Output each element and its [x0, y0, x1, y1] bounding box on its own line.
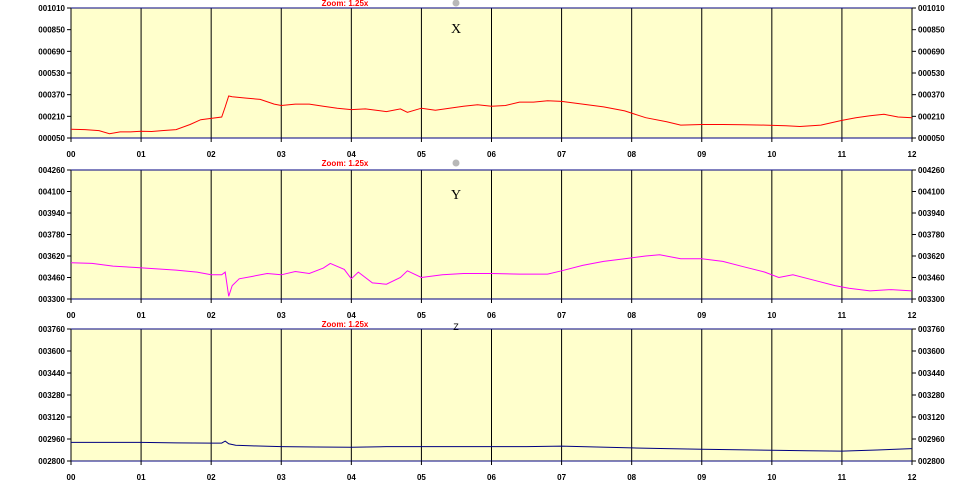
x-tick-label: 03: [277, 150, 286, 159]
y-tick-label-right: 000050: [918, 134, 945, 143]
x-tick-label: 12: [908, 473, 917, 482]
y-tick-label-right: 003600: [918, 347, 945, 356]
x-tick-label: 06: [487, 150, 496, 159]
y-tick-label-left: 004100: [38, 188, 65, 197]
y-tick-label-left: 003300: [38, 295, 65, 304]
y-tick-label-right: 003460: [918, 274, 945, 283]
marker-dot: [452, 0, 460, 7]
y-tick-label-left: 000690: [38, 47, 65, 56]
y-tick-label-left: 003600: [38, 347, 65, 356]
x-tick-label: 03: [277, 473, 286, 482]
series-line-z: [71, 440, 913, 452]
x-tick-label: 00: [67, 150, 76, 159]
x-tick-label: 11: [838, 311, 847, 320]
y-tick-label-right: 003440: [918, 369, 945, 378]
y-tick-label-left: 003760: [38, 325, 65, 334]
y-tick-label-left: 000370: [38, 91, 65, 100]
y-tick-label-right: 002800: [918, 457, 945, 466]
y-tick-label-left: 003120: [38, 413, 65, 422]
y-tick-label-right: 003120: [918, 413, 945, 422]
x-tick-label: 02: [207, 150, 216, 159]
y-tick-label-right: 004260: [918, 166, 945, 175]
y-tick-label-right: 003940: [918, 209, 945, 218]
x-tick-label: 04: [347, 473, 356, 482]
zoom-label: Zoom: 1.25x: [322, 0, 369, 8]
x-tick-label: 09: [697, 311, 706, 320]
y-tick-label-left: 001010: [38, 4, 65, 13]
x-tick-label: 03: [277, 311, 286, 320]
y-tick-label-right: 001010: [918, 4, 945, 13]
x-tick-label: 06: [487, 473, 496, 482]
x-tick-label: 08: [627, 311, 636, 320]
x-tick-label: 05: [417, 150, 426, 159]
chart-title: Y: [451, 188, 461, 203]
x-tick-label: 02: [207, 473, 216, 482]
y-tick-label-right: 004100: [918, 188, 945, 197]
y-tick-label-left: 000050: [38, 134, 65, 143]
y-tick-label-right: 000690: [918, 47, 945, 56]
zoom-label: Zoom: 1.25x: [322, 159, 369, 168]
chart-title: X: [451, 22, 461, 37]
x-tick-label: 12: [908, 150, 917, 159]
y-tick-label-left: 003780: [38, 231, 65, 240]
x-tick-label: 04: [347, 311, 356, 320]
chart-panel-z: 003760 003760 003600 003600 003440 003440 0032…: [38, 320, 945, 482]
y-tick-label-right: 003760: [918, 325, 945, 334]
x-tick-label: 04: [347, 150, 356, 159]
x-tick-label: 08: [627, 150, 636, 159]
zoom-label: Zoom: 1.25x: [322, 320, 369, 329]
y-tick-label-left: 004260: [38, 166, 65, 175]
y-tick-label-left: 002800: [38, 457, 65, 466]
y-tick-label-left: 002960: [38, 435, 65, 444]
y-tick-label-left: 000850: [38, 26, 65, 35]
y-tick-label-left: 003460: [38, 274, 65, 283]
y-tick-label-left: 003280: [38, 391, 65, 400]
chart-panel-y: 004260 004260 004100 004100 003940 003940 0037…: [38, 159, 945, 320]
y-tick-label-right: 003300: [918, 295, 945, 304]
y-tick-label-right: 002960: [918, 435, 945, 444]
x-tick-label: 10: [767, 311, 776, 320]
series-line-x: [70, 95, 913, 135]
y-tick-label-right: 003780: [918, 231, 945, 240]
y-tick-label-left: 000530: [38, 69, 65, 78]
x-tick-label: 05: [417, 311, 426, 320]
y-tick-label-right: 003620: [918, 252, 945, 261]
x-tick-label: 09: [697, 150, 706, 159]
chart-title: Z: [453, 322, 459, 332]
x-tick-label: 00: [67, 473, 76, 482]
y-tick-label-right: 003280: [918, 391, 945, 400]
y-tick-label-right: 000850: [918, 26, 945, 35]
x-tick-label: 11: [838, 150, 847, 159]
y-tick-label-left: 003440: [38, 369, 65, 378]
y-tick-label-left: 003940: [38, 209, 65, 218]
x-tick-label: 08: [627, 473, 636, 482]
x-tick-label: 10: [767, 473, 776, 482]
x-tick-label: 07: [557, 311, 566, 320]
y-tick-label-right: 000210: [918, 112, 945, 121]
x-tick-label: 10: [767, 150, 776, 159]
x-tick-label: 12: [908, 311, 917, 320]
marker-dot: [452, 159, 460, 167]
series-line-y: [70, 254, 913, 297]
x-tick-label: 01: [137, 473, 146, 482]
x-tick-label: 02: [207, 311, 216, 320]
x-tick-label: 01: [137, 150, 146, 159]
x-tick-label: 11: [838, 473, 847, 482]
y-tick-label-right: 000370: [918, 91, 945, 100]
x-tick-label: 05: [417, 473, 426, 482]
x-tick-label: 09: [697, 473, 706, 482]
x-tick-label: 01: [137, 311, 146, 320]
x-tick-label: 07: [557, 150, 566, 159]
y-tick-label-left: 003620: [38, 252, 65, 261]
x-tick-label: 00: [67, 311, 76, 320]
y-tick-label-left: 000210: [38, 112, 65, 121]
x-tick-label: 07: [557, 473, 566, 482]
y-tick-label-right: 000530: [918, 69, 945, 78]
x-tick-label: 06: [487, 311, 496, 320]
